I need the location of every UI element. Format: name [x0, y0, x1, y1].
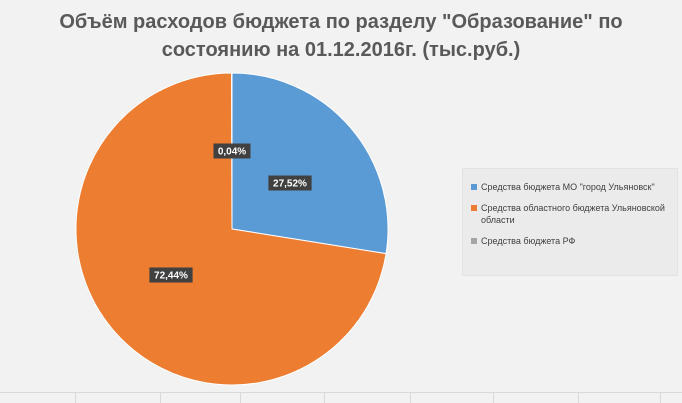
- data-label-city-budget: 27,52%: [268, 176, 311, 191]
- pie-slices: [76, 73, 388, 385]
- legend-label-city-budget: Средства бюджета МО "город Ульяновск": [481, 181, 655, 193]
- legend-item-federal-budget: Средства бюджета РФ: [471, 235, 671, 247]
- data-label-text-city-budget: 27,52%: [273, 179, 307, 190]
- data-label-text-regional-budget: 72,44%: [154, 271, 188, 282]
- legend-item-city-budget: Средства бюджета МО "город Ульяновск": [471, 181, 671, 193]
- bottom-gridline: [0, 392, 682, 403]
- legend-swatch-federal-budget: [471, 238, 477, 244]
- data-label-regional-budget: 72,44%: [149, 268, 192, 283]
- legend-swatch-city-budget: [471, 184, 477, 190]
- legend-label-federal-budget: Средства бюджета РФ: [481, 235, 575, 247]
- legend-swatch-regional-budget: [471, 205, 477, 211]
- pie-slice-city-budget: [232, 73, 388, 254]
- data-label-text-federal-budget: 0,04%: [218, 147, 246, 158]
- data-label-federal-budget: 0,04%: [214, 144, 251, 159]
- legend-label-regional-budget: Средства областного бюджета Ульяновской …: [481, 202, 671, 226]
- chart-legend: Средства бюджета МО "город Ульяновск" Ср…: [462, 168, 678, 276]
- legend-item-regional-budget: Средства областного бюджета Ульяновской …: [471, 202, 671, 226]
